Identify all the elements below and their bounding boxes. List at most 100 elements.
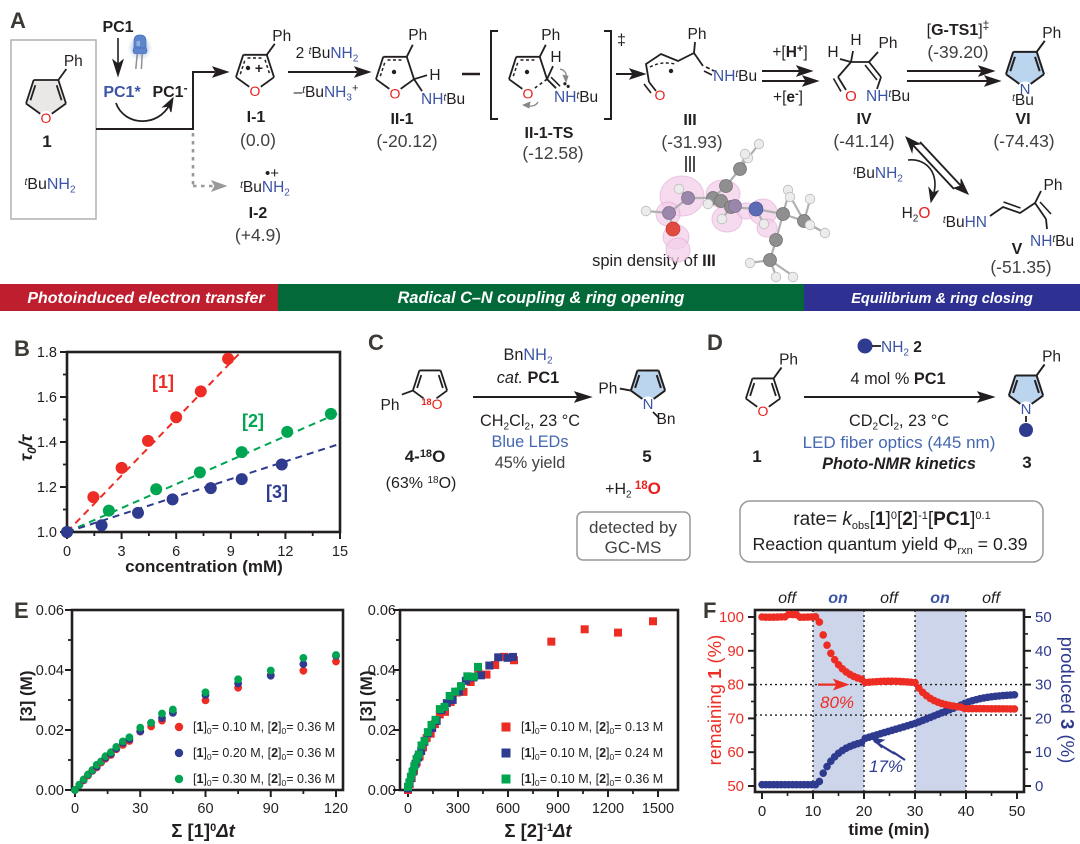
svg-text:Equilibrium & ring closing: Equilibrium & ring closing [851, 291, 1033, 307]
svg-text:4-18O: 4-18O [405, 447, 446, 466]
svg-text:80: 80 [727, 677, 744, 694]
svg-text:GC-MS: GC-MS [605, 538, 662, 557]
svg-text:0: 0 [1035, 778, 1043, 795]
svg-text:(-39.20): (-39.20) [927, 42, 988, 62]
svg-text:NHtBu: NHtBu [713, 68, 757, 85]
svg-text:1.4: 1.4 [37, 435, 57, 451]
svg-text:tBuNH2: tBuNH2 [240, 179, 290, 198]
svg-text:(-51.35): (-51.35) [990, 257, 1051, 277]
svg-text:50: 50 [727, 778, 744, 795]
svg-text:H: H [550, 49, 561, 66]
svg-text:I-1: I-1 [247, 109, 266, 126]
svg-text:0.00: 0.00 [36, 783, 64, 799]
svg-text:H: H [429, 67, 440, 84]
svg-text:IV: IV [856, 111, 871, 128]
svg-text:I-2: I-2 [249, 205, 268, 222]
svg-text:20: 20 [856, 803, 873, 820]
svg-text:60: 60 [197, 801, 213, 817]
svg-text:0: 0 [758, 803, 766, 820]
svg-text:3: 3 [118, 544, 126, 560]
svg-text:PC1-: PC1- [152, 81, 187, 101]
svg-text:O: O [390, 86, 401, 102]
svg-text:III: III [683, 112, 696, 129]
svg-text:0: 0 [404, 801, 412, 817]
svg-text:[1]0= 0.30 M, [2]0= 0.36 M: [1]0= 0.30 M, [2]0= 0.36 M [193, 772, 335, 788]
svg-text:Ph: Ph [1042, 348, 1061, 365]
svg-text:40: 40 [1035, 643, 1052, 660]
svg-text:+[e-]: +[e-] [773, 88, 803, 106]
svg-text:60: 60 [727, 744, 744, 761]
svg-text:BnNH2: BnNH2 [504, 346, 553, 367]
svg-text:–tBuNH3+: –tBuNH3+ [294, 83, 359, 104]
svg-text:O: O [845, 88, 857, 105]
svg-text:V: V [1012, 241, 1023, 258]
svg-text:[3]: [3] [266, 482, 288, 502]
svg-text:•+: •+ [265, 165, 279, 182]
svg-text:Ph: Ph [64, 53, 83, 70]
svg-text:NHtBu: NHtBu [554, 89, 598, 106]
svg-text:0.02: 0.02 [368, 723, 396, 739]
svg-text:100: 100 [719, 609, 744, 626]
svg-text:tBu: tBu [1012, 92, 1034, 109]
svg-text:0: 0 [71, 801, 79, 817]
svg-text:1: 1 [752, 447, 761, 466]
svg-text:Ph: Ph [779, 351, 798, 368]
svg-text:Ph: Ph [381, 397, 400, 414]
svg-text:50: 50 [1009, 803, 1026, 820]
svg-text:Ph: Ph [1044, 177, 1063, 194]
svg-text:tBuNH2: tBuNH2 [24, 176, 75, 196]
svg-text:80%: 80% [820, 693, 854, 712]
svg-text:1.0: 1.0 [37, 525, 57, 541]
svg-text:A: A [10, 8, 26, 33]
svg-text:Σ [1]0Δt: Σ [1]0Δt [171, 820, 235, 841]
svg-text:0.06: 0.06 [368, 603, 396, 619]
svg-text:10: 10 [805, 803, 822, 820]
svg-text:off: off [880, 590, 899, 607]
svg-text:NH2 2: NH2 2 [881, 339, 922, 359]
svg-text:NHtBu: NHtBu [866, 88, 910, 105]
svg-text:(0.0): (0.0) [240, 130, 276, 150]
svg-text:tBuHN: tBuHN [943, 214, 987, 231]
svg-text:O: O [41, 110, 52, 126]
svg-text:(-20.12): (-20.12) [376, 131, 437, 151]
svg-text:120: 120 [324, 801, 348, 817]
svg-text:N: N [1021, 401, 1032, 418]
svg-text:5: 5 [642, 447, 651, 466]
svg-text:H: H [850, 32, 861, 49]
svg-text:CD2Cl2, 23 °C: CD2Cl2, 23 °C [849, 412, 949, 433]
svg-text:6: 6 [172, 544, 180, 560]
svg-text:LED fiber optics (445 nm): LED fiber optics (445 nm) [803, 433, 996, 452]
svg-text:E: E [14, 598, 29, 623]
svg-text:40: 40 [958, 803, 975, 820]
svg-text:+H2 18O: +H2 18O [605, 479, 661, 501]
svg-text:tBuNH2: tBuNH2 [853, 165, 903, 184]
svg-text:10: 10 [1035, 744, 1052, 761]
svg-text:[1]0= 0.20 M, [2]0= 0.36 M: [1]0= 0.20 M, [2]0= 0.36 M [193, 746, 335, 762]
svg-text:on: on [930, 590, 950, 607]
svg-text:(-12.58): (-12.58) [522, 143, 583, 163]
svg-text:D: D [707, 330, 723, 355]
svg-text:[3] (M): [3] (M) [17, 671, 36, 722]
svg-text:F: F [703, 598, 716, 623]
svg-text:(63% 18O): (63% 18O) [386, 475, 457, 492]
svg-text:off: off [778, 590, 797, 607]
svg-text:[1]0= 0.10 M, [2]0= 0.36 M: [1]0= 0.10 M, [2]0= 0.36 M [521, 772, 663, 788]
svg-text:[1]0= 0.10 M, [2]0= 0.24 M: [1]0= 0.10 M, [2]0= 0.24 M [521, 746, 663, 762]
svg-text:(-74.43): (-74.43) [993, 131, 1054, 151]
svg-text:B: B [14, 336, 30, 361]
svg-text:II-1-TS: II-1-TS [525, 125, 574, 142]
svg-text:1.6: 1.6 [37, 390, 57, 406]
svg-text:remaining 1 (%): remaining 1 (%) [704, 635, 725, 766]
svg-text:Ph: Ph [598, 381, 617, 398]
svg-text:O: O [758, 403, 769, 419]
svg-text:time (min): time (min) [848, 820, 929, 839]
svg-text:50: 50 [1035, 609, 1052, 626]
svg-text:[G-TS1]‡: [G-TS1]‡ [927, 18, 990, 39]
svg-text:cat. PC1: cat. PC1 [497, 369, 559, 387]
svg-text:Ph: Ph [1042, 25, 1061, 42]
svg-text:[1]: [1] [152, 372, 174, 392]
svg-text:τ0/τ: τ0/τ [16, 433, 39, 461]
svg-text:4 mol % PC1: 4 mol % PC1 [850, 370, 945, 388]
svg-text:Ph: Ph [879, 35, 898, 52]
svg-text:45% yield: 45% yield [495, 454, 566, 472]
